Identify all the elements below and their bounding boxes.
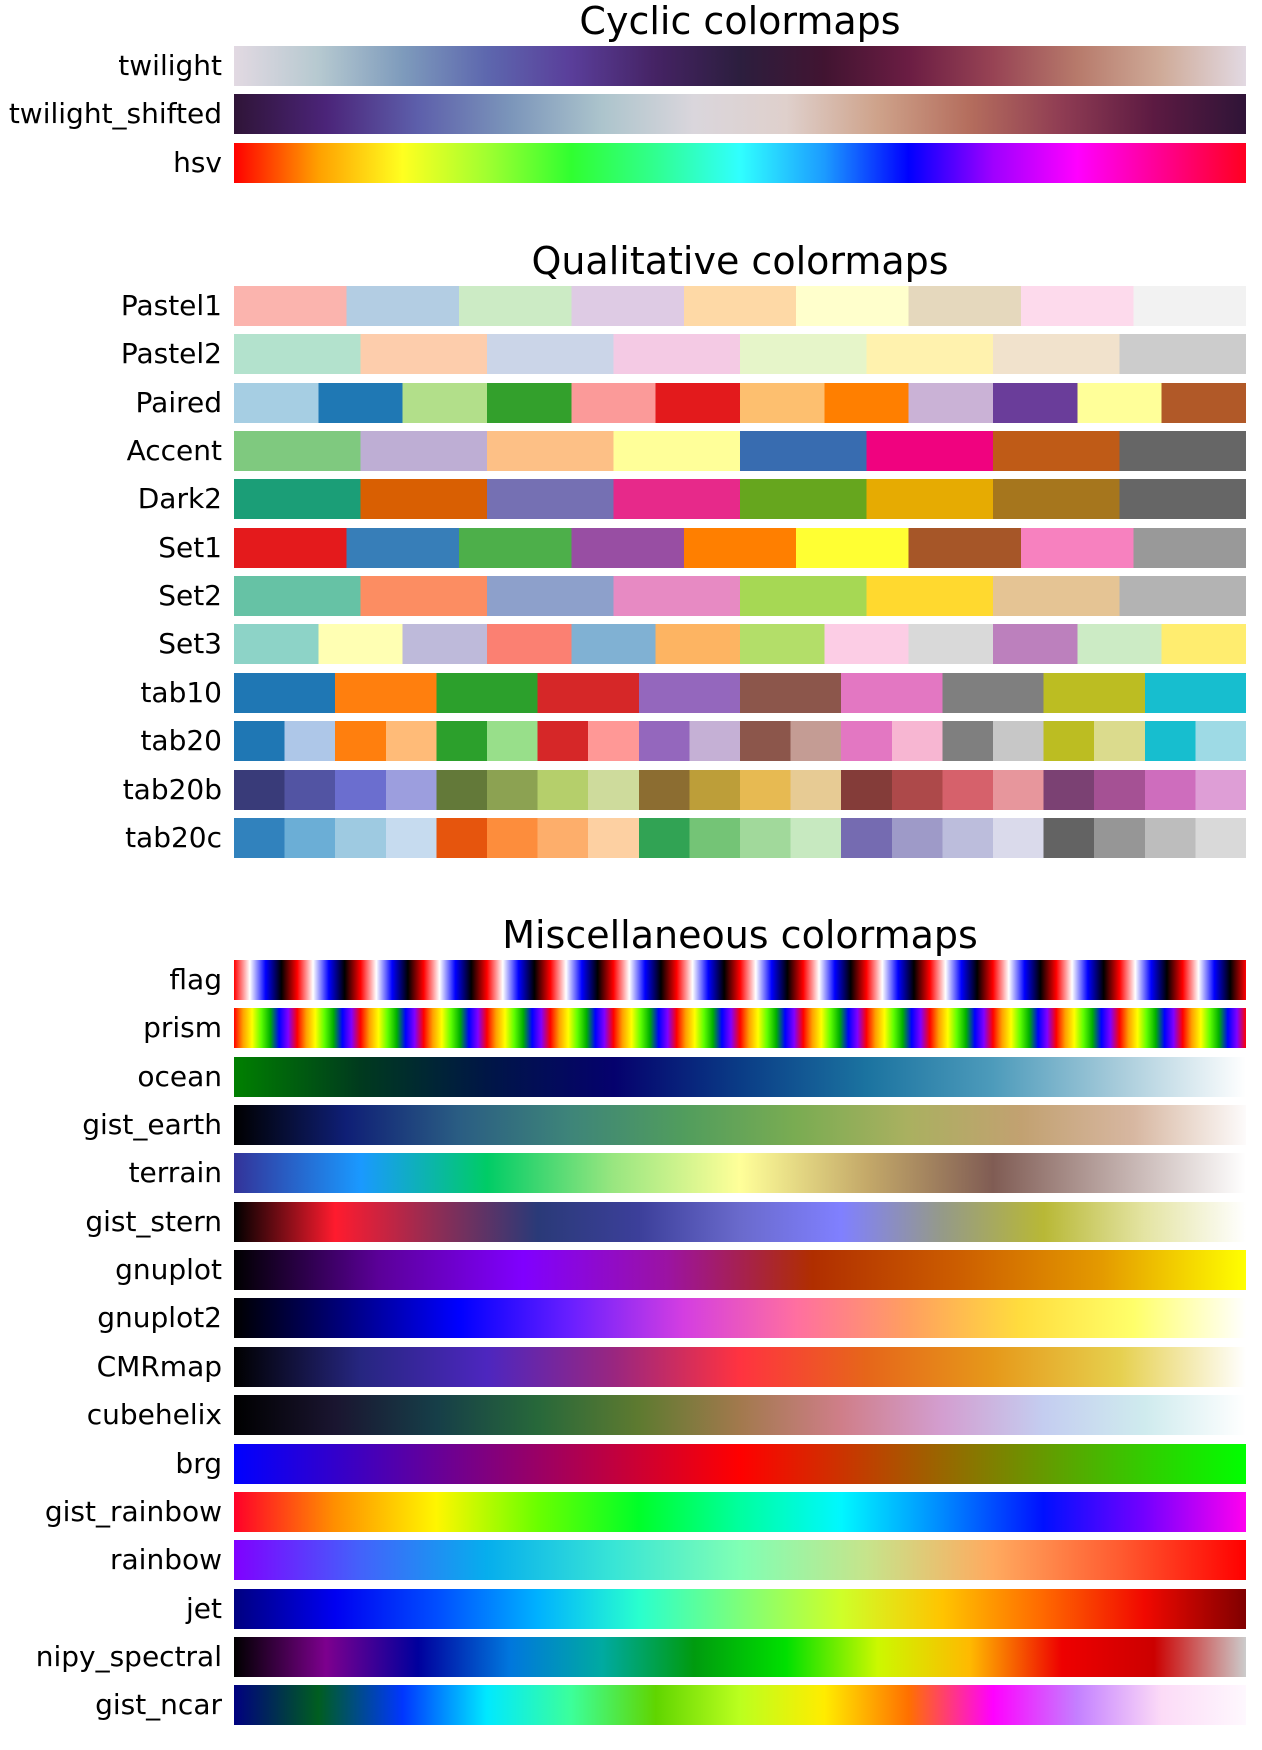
colormap-label: rainbow [110, 1543, 222, 1576]
colormap-label: tab20b [122, 773, 222, 806]
colormap-bar-gist-ncar [234, 1685, 1246, 1725]
colormap-bar-accent [234, 431, 1246, 471]
colormap-label: Set3 [158, 627, 222, 660]
colormap-label: gist_rainbow [44, 1495, 222, 1528]
colormap-label: Accent [126, 434, 222, 467]
colormap-label: jet [186, 1592, 222, 1625]
section-title: Cyclic colormaps [579, 0, 901, 43]
colormap-bar-pastel1 [234, 286, 1246, 326]
colormap-bar-paired [234, 383, 1246, 423]
colormap-bar-ocean [234, 1057, 1246, 1097]
colormap-bar-tab20b [234, 770, 1246, 810]
colormap-bar-cmrmap [234, 1347, 1246, 1387]
colormap-bar-tab20 [234, 721, 1246, 761]
colormap-bar-flag [234, 960, 1246, 1000]
colormap-label: tab20c [125, 821, 222, 854]
colormap-bar-set3 [234, 624, 1246, 664]
section-title: Miscellaneous colormaps [502, 913, 978, 957]
colormap-label: twilight_shifted [8, 97, 222, 130]
colormap-label: gnuplot [115, 1253, 222, 1286]
colormap-bar-pastel2 [234, 334, 1246, 374]
colormap-bar-rainbow [234, 1540, 1246, 1580]
colormap-bar-gnuplot [234, 1250, 1246, 1290]
colormap-bar-tab20c [234, 818, 1246, 858]
colormap-bar-twilight-shifted [234, 94, 1246, 134]
colormap-label: cubehelix [86, 1398, 222, 1431]
colormap-bar-gist-earth [234, 1105, 1246, 1145]
colormap-bar-gist-stern [234, 1202, 1246, 1242]
colormap-label: Pastel2 [120, 337, 222, 370]
colormap-label: gist_ncar [95, 1688, 222, 1721]
colormap-label: CMRmap [96, 1350, 222, 1383]
colormap-bar-gist-rainbow [234, 1492, 1246, 1532]
colormap-label: Set1 [158, 531, 222, 564]
colormap-bar-gnuplot2 [234, 1298, 1246, 1338]
colormap-bar-terrain [234, 1153, 1246, 1193]
colormap-label: flag [169, 963, 222, 996]
colormap-label: gist_stern [85, 1205, 222, 1238]
colormap-bar-cubehelix [234, 1395, 1246, 1435]
colormap-label: tab10 [140, 676, 222, 709]
colormap-bar-twilight [234, 46, 1246, 86]
colormap-label: Dark2 [137, 482, 222, 515]
colormap-label: Set2 [158, 579, 222, 612]
colormap-label: Paired [135, 386, 222, 419]
colormap-bar-dark2 [234, 479, 1246, 519]
colormap-label: tab20 [140, 724, 222, 757]
colormap-label: prism [143, 1011, 222, 1044]
colormap-bar-nipy-spectral [234, 1637, 1246, 1677]
colormap-bar-brg [234, 1444, 1246, 1484]
colormap-bar-tab10 [234, 673, 1246, 713]
colormap-label: terrain [128, 1156, 222, 1189]
colormap-bar-set2 [234, 576, 1246, 616]
section-title: Qualitative colormaps [531, 239, 949, 283]
colormap-label: hsv [173, 146, 222, 179]
colormap-label: gist_earth [82, 1108, 222, 1141]
colormap-bar-jet [234, 1589, 1246, 1629]
colormap-label: brg [175, 1447, 222, 1480]
colormap-bar-prism [234, 1008, 1246, 1048]
colormap-label: gnuplot2 [97, 1301, 222, 1334]
colormap-label: nipy_spectral [35, 1640, 222, 1673]
colormap-label: ocean [137, 1060, 222, 1093]
colormap-label: twilight [118, 49, 222, 82]
colormap-bar-hsv [234, 143, 1246, 183]
colormap-bar-set1 [234, 528, 1246, 568]
colormap-label: Pastel1 [120, 289, 222, 322]
